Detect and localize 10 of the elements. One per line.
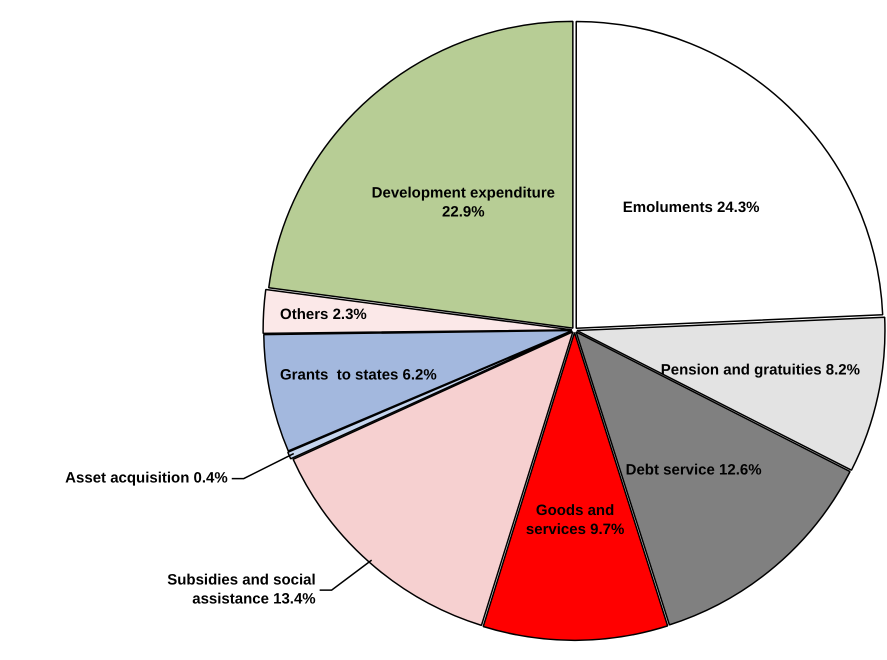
slice-label: Asset acquisition 0.4% <box>65 470 228 487</box>
slice-label: Emoluments 24.3% <box>622 199 760 216</box>
slice-label: Debt service 12.6% <box>626 461 762 478</box>
slice-label: Pension and gratuities 8.2% <box>660 361 860 378</box>
slice-label: Others 2.3% <box>280 306 367 324</box>
data-label: 22.9% <box>442 204 485 221</box>
slice-label: Grants to states 6.2% <box>280 366 437 384</box>
slice-label: Goods and services 9.7% <box>526 502 624 538</box>
slice-label: Subsidies and social assistance 13.4% <box>167 572 316 608</box>
slice-label: Development expenditure <box>372 184 556 202</box>
